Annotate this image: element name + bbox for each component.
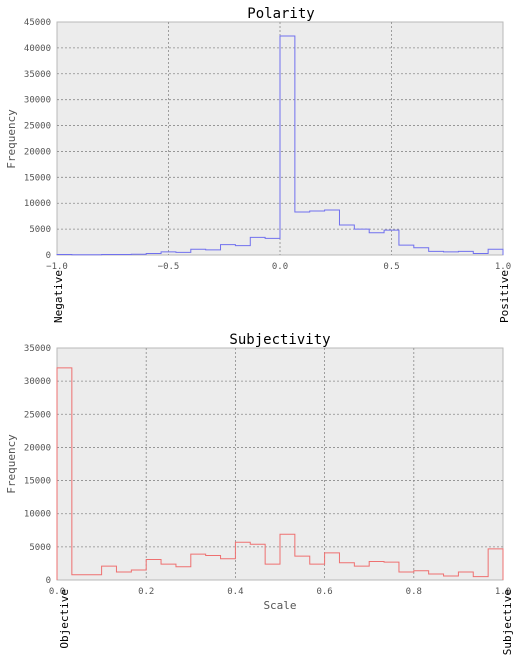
polarity-y-tick-label: 40000	[24, 44, 51, 54]
polarity-positive-label: Positive	[498, 270, 511, 323]
polarity-x-tick-label: −0.5	[158, 262, 180, 272]
subjectivity-y-tick-label: 5000	[29, 543, 51, 553]
polarity-x-tick-label: 0.5	[383, 262, 399, 272]
subjectivity-panel: Subjectivity 0.0 0.2 0.4 0.6 0.8 1.0 0 5000 100…	[5, 332, 514, 655]
polarity-title: Polarity	[247, 6, 314, 22]
polarity-y-tick-label: 5000	[29, 225, 51, 235]
subjectivity-y-tick-label: 35000	[24, 344, 51, 354]
polarity-y-tick-label: 25000	[24, 122, 51, 132]
polarity-y-tick-label: 45000	[24, 18, 51, 28]
subjectivity-grid	[57, 348, 503, 580]
subjectivity-x-tick-label: 0.8	[406, 587, 422, 597]
polarity-y-tick-label: 35000	[24, 70, 51, 80]
subjectivity-x-tick-label: 0.0	[49, 587, 65, 597]
subjectivity-x-tick-label: 1.0	[495, 587, 511, 597]
subjectivity-x-ticks: 0.0 0.2 0.4 0.6 0.8 1.0	[49, 587, 511, 597]
polarity-histogram-steps	[56, 35, 504, 256]
polarity-x-ticks: −1.0 −0.5 0.0 0.5 1.0	[46, 262, 511, 272]
subjectivity-y-tick-label: 0	[46, 576, 51, 586]
subjectivity-y-tick-label: 20000	[24, 443, 51, 453]
subjectivity-y-tick-label: 30000	[24, 377, 51, 387]
subjectivity-title: Subjectivity	[229, 332, 330, 348]
subjectivity-y-tick-label: 25000	[24, 410, 51, 420]
polarity-x-tick-label: 1.0	[495, 262, 511, 272]
polarity-y-axis-label: Frequency	[5, 109, 18, 169]
subjectivity-x-axis-label: Scale	[263, 599, 296, 612]
subjectivity-y-axis-label: Frequency	[5, 434, 18, 494]
subjectivity-x-tick-label: 0.2	[138, 587, 154, 597]
polarity-y-tick-label: 20000	[24, 147, 51, 157]
subjectivity-y-tick-label: 15000	[24, 477, 51, 487]
subjectivity-histogram-steps	[56, 367, 504, 580]
subjectivity-x-tick-label: 0.4	[227, 587, 243, 597]
polarity-x-tick-label: 0.0	[272, 262, 288, 272]
polarity-y-ticks: 0 5000 10000 15000 20000 25000 30000 35000 40000…	[24, 18, 51, 261]
subjectivity-x-tick-label: 0.6	[316, 587, 332, 597]
polarity-x-tick-label: −1.0	[46, 262, 68, 272]
subjectivity-y-ticks: 0 5000 10000 15000 20000 25000 30000 35000	[24, 344, 51, 586]
polarity-negative-label: Negative	[52, 270, 65, 323]
subjectivity-y-tick-label: 10000	[24, 510, 51, 520]
polarity-y-tick-label: 15000	[24, 173, 51, 183]
polarity-y-tick-label: 0	[46, 251, 51, 261]
polarity-panel: Polarity −1.0 −0.5 0.0 0.5 1.0 0 5000 10000 150…	[5, 6, 511, 323]
polarity-y-tick-label: 30000	[24, 96, 51, 106]
subjectivity-objective-label: Objective	[58, 589, 71, 649]
polarity-y-tick-label: 10000	[24, 199, 51, 209]
subjectivity-subjective-label: Subjective	[501, 589, 514, 655]
